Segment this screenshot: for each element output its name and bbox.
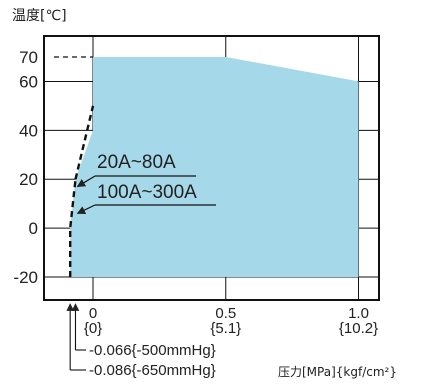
area-layer (70, 57, 359, 277)
series-layer (54, 56, 95, 277)
annotations: 20A~80A 100A~300A (76, 152, 216, 214)
y-tick-labels: -20 0 20 40 60 70 (13, 48, 38, 287)
y-axis-title: 温度[℃] (12, 8, 67, 24)
y-tick-label-0: 0 (29, 219, 38, 238)
annotation-arrow-1 (76, 175, 96, 188)
y-tick-label-20: 20 (19, 170, 38, 189)
x-tick-label-0: 0 (89, 305, 97, 322)
x-markers: -0.066{-500mmHg} -0.086{-650mmHg} (66, 303, 216, 379)
marker-label-inner: -0.066{-500mmHg} (89, 342, 216, 359)
marker-label-outer: -0.086{-650mmHg} (89, 362, 216, 379)
x-axis-title: 压力[MPa]{kgf/cm²} (278, 365, 397, 379)
y-tick-label-70: 70 (19, 48, 38, 67)
x-tick-labels: 0{0} 0.5{5.1} 1.0{10.2} (84, 305, 378, 337)
x-tick-sub-label-1: {10.2} (339, 320, 378, 337)
y-tick-label--20: -20 (13, 268, 38, 287)
x-tick-sub-label-0.5: {5.1} (210, 320, 241, 337)
x-tick-label-0.5: 0.5 (215, 305, 236, 322)
series-line-2 (69, 179, 77, 277)
annotation-label-2: 100A~300A (97, 182, 197, 203)
plot-frame-layer (43, 35, 380, 301)
series-line-1 (74, 105, 95, 180)
x-tick-sub-label-0: {0} (84, 320, 102, 337)
y-tick-label-40: 40 (19, 121, 38, 140)
plot-frame (43, 35, 380, 301)
y-tick-label-60: 60 (19, 72, 38, 91)
annotation-arrow-2 (76, 204, 96, 214)
x-tick-label-1: 1.0 (348, 305, 369, 322)
operating-range-area (70, 57, 359, 277)
annotation-label-1: 20A~80A (97, 152, 176, 173)
